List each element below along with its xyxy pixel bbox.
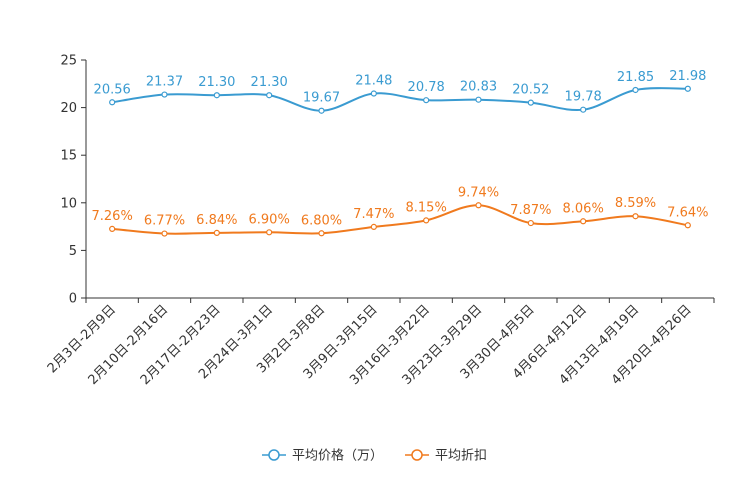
data-point[interactable] — [684, 85, 691, 92]
data-point[interactable] — [580, 106, 587, 113]
data-label: 19.67 — [303, 91, 340, 106]
legend: 平均价格（万） 平均折扣 — [262, 448, 487, 464]
data-point[interactable] — [213, 229, 220, 236]
legend-marker-icon — [411, 449, 423, 461]
data-point[interactable] — [266, 229, 273, 236]
legend-item-avg-discount[interactable]: 平均折扣 — [405, 449, 487, 464]
data-label: 19.78 — [565, 90, 602, 105]
data-point[interactable] — [684, 222, 691, 229]
data-label: 21.48 — [355, 74, 392, 89]
data-label: 21.37 — [146, 75, 183, 90]
legend-label: 平均价格（万） — [292, 448, 383, 464]
legend-item-avg-price[interactable]: 平均价格（万） — [262, 448, 383, 464]
data-point[interactable] — [161, 230, 168, 237]
data-point[interactable] — [527, 99, 534, 106]
y-tick-label: 20 — [60, 101, 77, 116]
data-label: 7.64% — [667, 205, 708, 220]
y-tick-label: 0 — [69, 292, 77, 307]
series-avg-discount: 7.26% 6.77% 6.84% 6.90% 6.80% 7.47% 8.15% 9.74%… — [92, 185, 708, 237]
data-point[interactable] — [370, 223, 377, 230]
data-point[interactable] — [370, 90, 377, 97]
y-tick-label: 25 — [60, 54, 77, 69]
data-point[interactable] — [632, 213, 639, 220]
series-avg-price: 20.56 21.37 21.30 21.30 19.67 21.48 20.78 20.83… — [94, 69, 706, 114]
data-label: 8.59% — [615, 196, 656, 211]
data-label: 20.78 — [408, 80, 445, 95]
data-label: 20.52 — [512, 83, 549, 98]
data-point[interactable] — [423, 217, 430, 224]
series-layer: 20.56 21.37 21.30 21.30 19.67 21.48 20.78 20.83… — [92, 69, 708, 237]
data-point[interactable] — [109, 99, 116, 106]
data-point[interactable] — [109, 225, 116, 232]
data-point[interactable] — [580, 218, 587, 225]
data-point[interactable] — [475, 202, 482, 209]
data-label: 9.74% — [458, 185, 499, 200]
data-label: 21.30 — [198, 75, 235, 90]
data-label: 7.87% — [510, 203, 551, 218]
data-label: 20.56 — [94, 82, 131, 97]
data-point[interactable] — [266, 92, 273, 99]
data-point[interactable] — [527, 219, 534, 227]
legend-marker-icon — [268, 449, 280, 461]
data-label: 6.90% — [249, 212, 290, 227]
series-line — [112, 87, 688, 112]
data-point[interactable] — [213, 92, 220, 99]
data-label: 21.98 — [669, 69, 706, 84]
data-label: 21.85 — [617, 70, 654, 85]
data-point[interactable] — [318, 107, 325, 114]
data-point[interactable] — [423, 97, 430, 104]
data-point[interactable] — [318, 230, 325, 237]
data-label: 7.47% — [353, 207, 394, 222]
data-label: 20.83 — [460, 80, 497, 95]
data-label: 8.06% — [563, 201, 604, 216]
data-label: 6.77% — [144, 214, 185, 229]
data-label: 7.26% — [92, 209, 133, 224]
y-tick-label: 15 — [60, 149, 77, 164]
data-label: 6.84% — [196, 213, 237, 228]
data-point[interactable] — [632, 86, 639, 94]
data-label: 21.30 — [251, 75, 288, 90]
data-point[interactable] — [161, 91, 168, 98]
legend-label: 平均折扣 — [435, 449, 487, 464]
y-tick-label: 10 — [60, 196, 77, 211]
y-tick-label: 5 — [69, 244, 77, 259]
series-line — [112, 204, 689, 235]
data-label: 8.15% — [406, 200, 447, 215]
data-point[interactable] — [475, 96, 482, 103]
data-label: 6.80% — [301, 213, 342, 228]
